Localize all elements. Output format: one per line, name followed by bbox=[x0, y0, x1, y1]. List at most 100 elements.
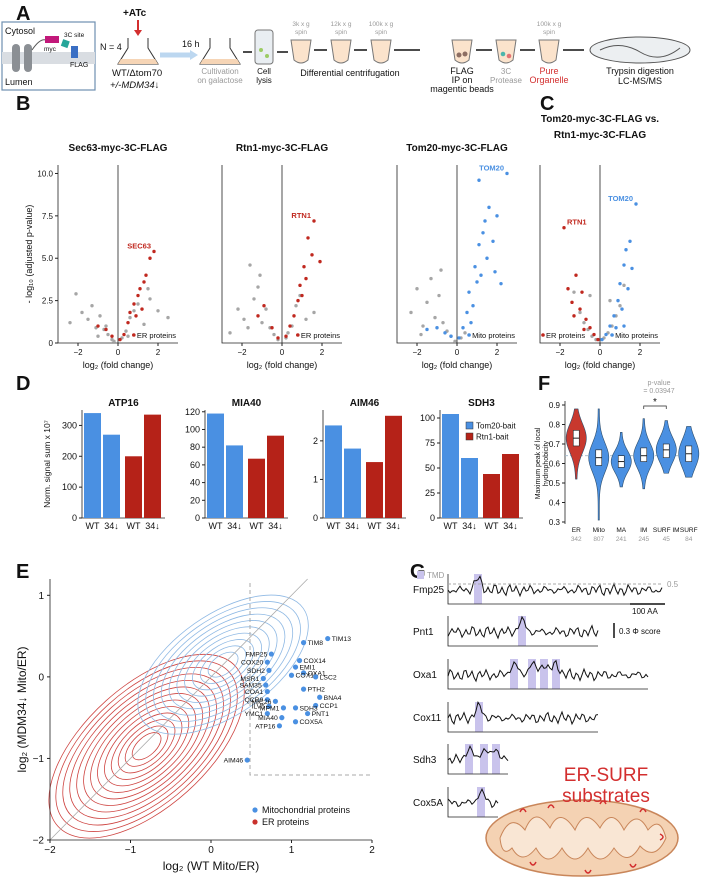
spin: spin bbox=[295, 29, 307, 36]
point bbox=[300, 640, 307, 646]
y-tick-label: 300 bbox=[62, 420, 77, 430]
point bbox=[296, 298, 300, 303]
contour bbox=[207, 651, 239, 678]
threshold bbox=[249, 583, 372, 776]
point bbox=[236, 307, 240, 311]
point bbox=[461, 326, 465, 330]
point bbox=[260, 675, 266, 682]
point bbox=[437, 293, 441, 298]
point bbox=[272, 332, 276, 337]
y-tick-label: 40 bbox=[190, 478, 200, 488]
bar bbox=[267, 435, 284, 518]
point bbox=[300, 670, 307, 676]
point bbox=[264, 697, 270, 703]
point bbox=[90, 304, 94, 308]
point bbox=[292, 719, 299, 725]
point bbox=[74, 292, 78, 296]
tmd bbox=[474, 574, 482, 604]
point bbox=[104, 327, 108, 332]
point-label: YMC1 bbox=[244, 711, 263, 718]
bead bbox=[259, 48, 263, 52]
legend-marker bbox=[541, 333, 545, 337]
identity-line bbox=[49, 578, 308, 841]
point bbox=[584, 317, 588, 321]
duration: 16 h bbox=[182, 39, 200, 49]
inner-membrane bbox=[499, 816, 667, 860]
tmd bbox=[475, 702, 483, 732]
point-label: SDH2 bbox=[247, 668, 265, 675]
point bbox=[325, 635, 331, 642]
point bbox=[419, 332, 423, 337]
y-tick-label: 5.0 bbox=[42, 254, 54, 263]
point bbox=[294, 304, 298, 308]
point-label: TIM8 bbox=[308, 640, 324, 647]
point bbox=[429, 276, 433, 281]
point-label: FMP25 bbox=[245, 652, 267, 659]
point bbox=[469, 320, 473, 325]
bar bbox=[103, 434, 120, 518]
y-tick-label: 0.6 bbox=[549, 460, 561, 469]
point bbox=[439, 268, 443, 272]
contour bbox=[137, 594, 309, 735]
point bbox=[467, 290, 471, 294]
point bbox=[574, 273, 578, 277]
count-label: 45 bbox=[663, 536, 671, 543]
point bbox=[491, 239, 495, 243]
point bbox=[465, 310, 469, 315]
point bbox=[140, 307, 144, 311]
contour bbox=[97, 699, 197, 793]
bead bbox=[265, 54, 269, 58]
spin: 12k x g bbox=[331, 21, 352, 28]
point bbox=[620, 307, 624, 311]
point bbox=[570, 300, 574, 305]
point bbox=[622, 324, 626, 328]
point bbox=[136, 302, 140, 306]
x-tick-label: −1 bbox=[125, 845, 137, 856]
y-tick-label: 100 bbox=[420, 413, 435, 423]
legend-marker bbox=[467, 333, 471, 337]
point bbox=[128, 315, 132, 320]
schematic: Cytosol Lumen myc 3C site FLAG N = 4 +AT… bbox=[1, 8, 691, 94]
medium bbox=[200, 59, 240, 64]
point bbox=[128, 310, 132, 315]
x-tick-label: WT bbox=[485, 521, 499, 531]
legend-marker bbox=[465, 432, 474, 441]
lysis: lysis bbox=[256, 76, 272, 85]
point bbox=[110, 334, 114, 338]
y-tick-label: 20 bbox=[190, 495, 200, 505]
point bbox=[487, 205, 491, 210]
chart-title: AIM46 bbox=[350, 398, 380, 409]
annotation: RTN1 bbox=[567, 218, 587, 227]
point bbox=[415, 287, 419, 291]
chart-title: Rtn1-myc-3C-FLAG bbox=[236, 143, 328, 154]
substrates-label: substrates bbox=[562, 786, 650, 807]
point-label: BNA4 bbox=[324, 695, 342, 702]
point bbox=[126, 334, 130, 338]
y-tick-label: 0.9 bbox=[549, 401, 561, 410]
point-label: COX20 bbox=[241, 660, 264, 667]
centrifugation: Differential centrifugation bbox=[300, 68, 399, 78]
legend-label: ER proteins bbox=[137, 331, 176, 340]
x-tick-label: 34↓ bbox=[462, 521, 477, 531]
annotation: TOM20 bbox=[479, 163, 504, 172]
myc-tag bbox=[45, 36, 59, 43]
bracket bbox=[643, 405, 667, 409]
point bbox=[425, 327, 429, 332]
point bbox=[485, 256, 489, 260]
legend-marker bbox=[417, 571, 424, 579]
panel-label: E bbox=[16, 561, 29, 583]
point bbox=[471, 304, 475, 308]
trace bbox=[447, 744, 509, 765]
y-tick-label: 0.7 bbox=[549, 440, 561, 449]
bar bbox=[226, 445, 243, 518]
x-tick-label: 2 bbox=[638, 348, 643, 357]
trace-box bbox=[447, 659, 648, 690]
contour bbox=[153, 607, 294, 722]
point bbox=[112, 339, 116, 344]
ip: FLAG bbox=[450, 66, 474, 76]
protease: 3C bbox=[501, 67, 511, 76]
x-tick-label: 2 bbox=[495, 348, 500, 357]
x-tick-label: WT bbox=[209, 521, 223, 531]
p-value: = 0.03947 bbox=[643, 388, 674, 395]
point bbox=[578, 307, 582, 311]
